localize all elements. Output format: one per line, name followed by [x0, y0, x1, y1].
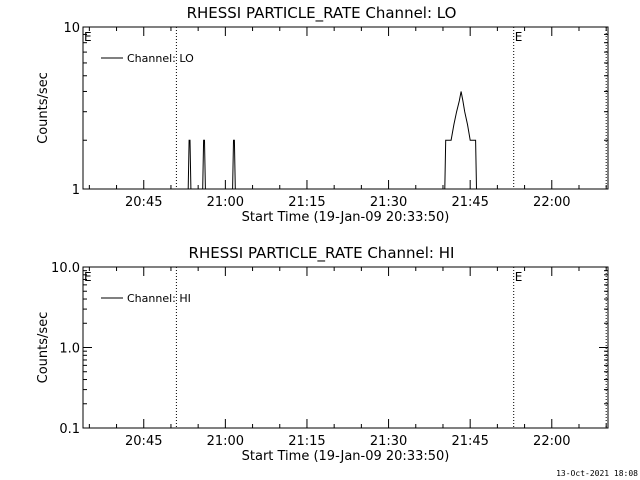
x-tick-label: 21:00: [207, 434, 244, 449]
event-label: E: [84, 270, 92, 284]
x-tick-label: 22:00: [533, 434, 570, 449]
event-label: E: [515, 270, 523, 284]
x-tick-label: 21:15: [288, 434, 325, 449]
x-tick-label: 21:00: [207, 195, 244, 210]
x-axis-label: Start Time (19-Jan-09 20:33:50): [242, 210, 450, 225]
event-label: E: [84, 30, 92, 44]
x-tick-label: 20:45: [125, 195, 162, 210]
y-tick-label: 1: [72, 183, 80, 198]
y-tick-label: 0.1: [59, 422, 80, 437]
footer-timestamp: 13-Oct-2021 18:08: [556, 469, 638, 478]
x-tick-label: 21:30: [370, 195, 407, 210]
y-axis-label: Counts/sec: [36, 312, 51, 384]
event-label: E: [515, 30, 523, 44]
x-tick-label: 21:45: [451, 195, 488, 210]
legend-entry: Channel: LO: [127, 52, 194, 65]
series-line: [187, 91, 477, 190]
y-axis-label: Counts/sec: [36, 72, 51, 144]
legend-entry: Channel: HI: [127, 292, 191, 305]
x-axis-label: Start Time (19-Jan-09 20:33:50): [242, 449, 450, 464]
y-tick-label: 10: [63, 21, 80, 36]
chart-title: RHESSI PARTICLE_RATE Channel: HI: [189, 244, 455, 263]
y-tick-label: 1.0: [59, 342, 80, 357]
x-tick-label: 20:45: [125, 434, 162, 449]
y-tick-label: 10.0: [51, 261, 80, 276]
x-tick-label: 21:15: [288, 195, 325, 210]
chart-title: RHESSI PARTICLE_RATE Channel: LO: [187, 4, 457, 23]
x-tick-label: 21:45: [451, 434, 488, 449]
x-tick-label: 21:30: [370, 434, 407, 449]
x-tick-label: 22:00: [533, 195, 570, 210]
